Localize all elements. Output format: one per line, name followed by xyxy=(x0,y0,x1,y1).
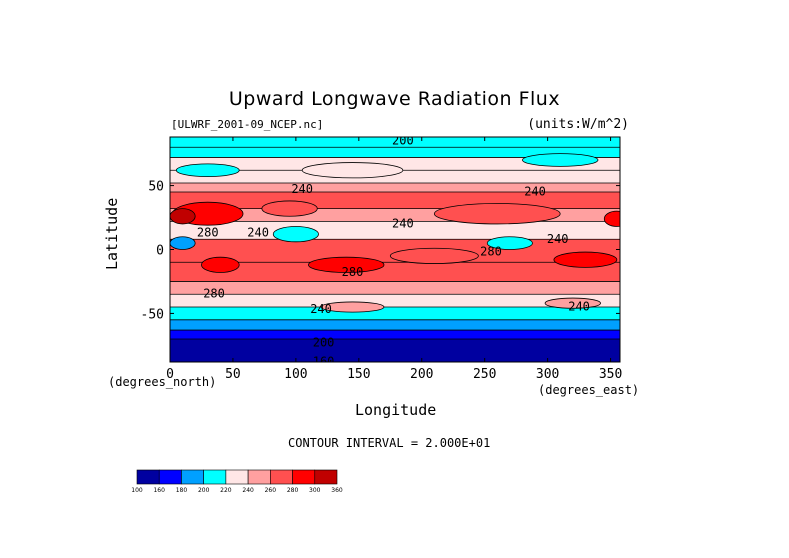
contour-region-6 xyxy=(175,163,240,178)
colorbar-swatch-7 xyxy=(292,469,316,485)
heatmap-fill xyxy=(170,137,620,362)
contour-interval: CONTOUR INTERVAL = 2.000E+01 xyxy=(288,436,491,450)
colorbar-label-8: 300 xyxy=(309,487,321,494)
contour-label-13: 160 xyxy=(313,355,335,369)
contour-region-11 xyxy=(201,256,240,273)
contour-label-3: 240 xyxy=(392,216,414,230)
contour-label-7: 240 xyxy=(547,232,569,246)
colorbar-label-7: 280 xyxy=(287,487,299,494)
y-axis-label: Latitude xyxy=(103,197,121,270)
colorbar-swatch-4 xyxy=(225,469,249,485)
contour-region-12 xyxy=(553,251,618,268)
colorbar-label-0: 100 xyxy=(131,487,143,494)
contour-region-8 xyxy=(170,236,196,250)
x-tick-label-2: 100 xyxy=(284,367,307,382)
source-label: [ULWRF_2001-09_NCEP.nc] xyxy=(171,118,324,131)
colorbar-swatch-3 xyxy=(203,469,227,485)
contour-labels: 200 240 240 240 280 240 280 240 280 280 240 240 200 1… xyxy=(197,133,590,399)
lat-band-0 xyxy=(170,137,620,148)
colorbar-label-4: 220 xyxy=(220,487,232,494)
lat-band-11 xyxy=(170,294,620,308)
x-tick-label-3: 150 xyxy=(347,367,370,382)
y-tick-label-2: -50 xyxy=(141,307,164,322)
contour-label-9: 280 xyxy=(203,287,225,301)
colorbar-label-2: 180 xyxy=(176,487,188,494)
contour-region-5 xyxy=(301,162,404,179)
axis-ticks: 0 50 100 150 200 250 300 350 50 0 -50 xyxy=(141,137,622,382)
lat-band-4 xyxy=(170,183,620,192)
lat-band-12 xyxy=(170,307,620,320)
lat-band-9 xyxy=(170,262,620,282)
x-tick-label-4: 200 xyxy=(410,367,433,382)
contour-region-10 xyxy=(486,236,533,250)
contour-region-1 xyxy=(170,208,196,225)
colorbar: 100 160 180 200 220 240 260 280 300 360 xyxy=(131,469,343,494)
contour-label-4: 280 xyxy=(197,225,219,239)
contour-label-11: 240 xyxy=(568,300,590,314)
contour-label-15: 120 xyxy=(222,385,244,399)
colorbar-swatch-6 xyxy=(270,469,293,485)
contour-label-5: 240 xyxy=(247,225,269,239)
colorbar-label-9: 360 xyxy=(331,487,343,494)
colorbar-label-1: 160 xyxy=(153,487,165,494)
contour-label-6: 280 xyxy=(480,245,502,259)
colorbar-label-3: 200 xyxy=(198,487,210,494)
lat-band-13 xyxy=(170,319,620,331)
contour-label-0: 200 xyxy=(392,133,414,147)
contour-region-7 xyxy=(522,153,599,167)
colorbar-swatch-5 xyxy=(247,469,271,485)
lat-band-2 xyxy=(170,157,620,171)
contour-label-14: 160 xyxy=(568,367,590,381)
contour-region-14 xyxy=(389,247,479,264)
x-tick-label-5: 250 xyxy=(473,367,496,382)
lat-band-14 xyxy=(170,330,620,339)
x-axis-label: Longitude xyxy=(355,401,437,419)
contour-label-12: 200 xyxy=(313,335,335,349)
colorbar-label-5: 240 xyxy=(242,487,254,494)
x-unit-label: (degrees_east) xyxy=(538,383,640,397)
colorbar-swatch-1 xyxy=(158,469,182,485)
contour-label-8: 280 xyxy=(342,265,364,279)
x-tick-label-1: 50 xyxy=(225,367,241,382)
contour-label-2: 240 xyxy=(524,184,546,198)
contour-region-3 xyxy=(603,210,620,227)
lat-band-15 xyxy=(170,338,620,362)
colorbar-label-6: 260 xyxy=(265,487,277,494)
x-tick-label-6: 300 xyxy=(536,367,559,382)
lat-band-3 xyxy=(170,170,620,184)
colorbar-swatch-8 xyxy=(314,469,338,485)
lat-band-1 xyxy=(170,147,620,158)
x-tick-label-7: 350 xyxy=(599,367,622,382)
contour-region-2 xyxy=(433,203,561,225)
contour-region-4 xyxy=(261,200,318,217)
colorbar-swatch-2 xyxy=(181,469,204,485)
contour-region-9 xyxy=(272,226,319,243)
x-tick-label-0: 0 xyxy=(166,367,174,382)
contour-label-1: 240 xyxy=(291,182,313,196)
y-unit-label: (degrees_north) xyxy=(108,375,217,389)
units-label: (units:W/m^2) xyxy=(527,117,629,132)
contour-region-15 xyxy=(320,301,385,313)
lat-band-10 xyxy=(170,281,620,295)
contour-label-10: 240 xyxy=(310,302,332,316)
colorbar-swatch-0 xyxy=(136,469,160,485)
y-tick-label-0: 50 xyxy=(148,180,164,195)
lat-band-5 xyxy=(170,191,620,209)
contour-region-16 xyxy=(544,297,601,309)
contour-region-13 xyxy=(308,256,385,273)
chart-title: Upward Longwave Radiation Flux xyxy=(228,88,561,110)
y-tick-label-1: 0 xyxy=(156,244,164,259)
